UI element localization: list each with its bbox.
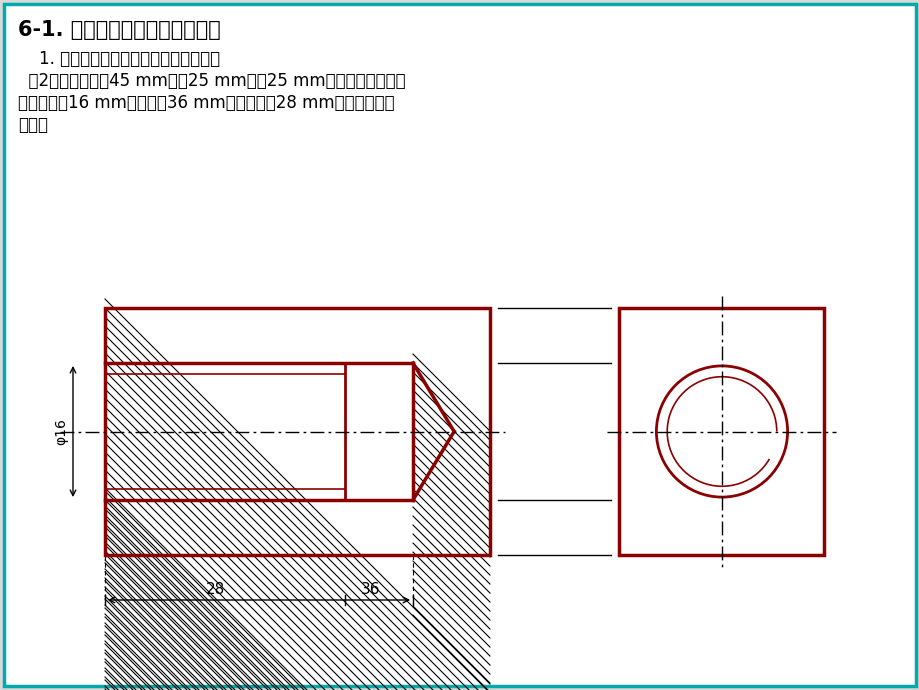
Text: 36: 36 — [360, 582, 380, 596]
Text: 1. 外螺纹、内螺纹及螺纹连接的画法。: 1. 外螺纹、内螺纹及螺纹连接的画法。 — [18, 50, 220, 68]
Text: φ16: φ16 — [54, 418, 68, 445]
Text: 视图。: 视图。 — [18, 116, 48, 134]
Bar — [413, 363, 490, 500]
Text: 28: 28 — [205, 582, 224, 596]
Text: （2）画出在长为45 mm、宽25 mm、高25 mm的铸铁块上，制出: （2）画出在长为45 mm、宽25 mm、高25 mm的铸铁块上，制出 — [18, 72, 405, 90]
Bar — [105, 500, 490, 555]
Bar — [618, 308, 823, 555]
Text: 6-1. 螺纹画法及尺寸标注的练习: 6-1. 螺纹画法及尺寸标注的练习 — [18, 20, 221, 40]
Bar — [105, 308, 490, 363]
Bar — [105, 308, 490, 555]
Text: 螺孔直径为16 mm，钻深为36 mm，螺孔深为28 mm的盲孔的两个: 螺孔直径为16 mm，钻深为36 mm，螺孔深为28 mm的盲孔的两个 — [18, 94, 394, 112]
Bar — [105, 363, 413, 500]
